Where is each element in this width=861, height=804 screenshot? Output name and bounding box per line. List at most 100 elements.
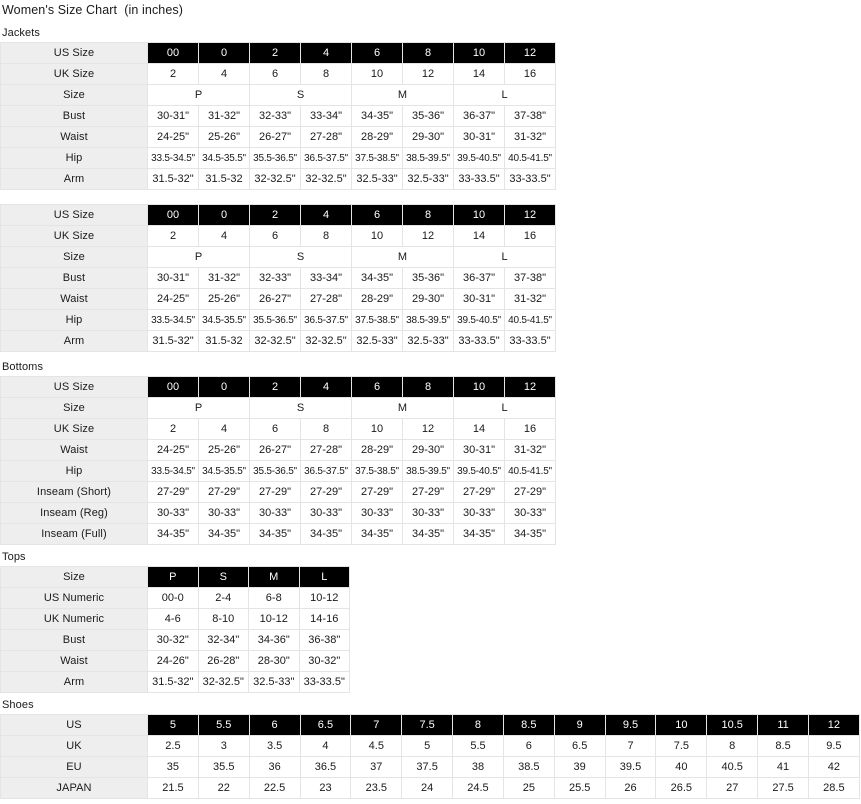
- row-label: Inseam (Full): [0, 523, 148, 545]
- measurement-cell: 21.5: [147, 777, 199, 799]
- table-row: Size P S M L: [0, 84, 556, 106]
- measurement-cell: 00-0: [147, 587, 199, 609]
- measurement-cell: 32-33": [249, 105, 301, 127]
- column-header-cell: 2: [249, 42, 301, 64]
- column-header-cell: 10: [453, 42, 505, 64]
- measurement-cell: 34.5-35.5": [198, 460, 250, 482]
- measurement-cell: 8: [706, 735, 759, 757]
- measurement-cell: 30-33": [198, 502, 250, 524]
- measurement-cell: 34-35": [351, 267, 403, 289]
- measurement-cell: 26-27": [249, 439, 301, 461]
- column-header-cell: 4: [300, 42, 352, 64]
- table-jackets: US Size 00 0 2 4 6 8 10 12 UK Size 2 4 6 8 10 12 14 16 Siz…: [0, 42, 556, 190]
- column-header-cell: 4: [300, 204, 352, 226]
- measurement-cell: 34-36": [248, 629, 300, 651]
- column-header-cell: 4: [300, 376, 352, 398]
- measurement-cell: 32.5-33": [351, 330, 403, 352]
- column-header-cell: 12: [504, 42, 556, 64]
- size-group-cell: S: [249, 84, 352, 106]
- table-row: Size P S M L: [0, 246, 556, 268]
- measurement-cell: 38.5-39.5": [402, 460, 454, 482]
- measurement-cell: 35.5: [197, 756, 250, 778]
- table-body-shoes: US 5 5.5 6 6.5 7 7.5 8 8.5 9 9.5 10 10.5 11 12 UK 2.5 3 3.…: [0, 714, 860, 799]
- row-label: Waist: [0, 439, 148, 461]
- section-label-shoes: Shoes: [2, 699, 34, 711]
- measurement-cell: 36.5: [299, 756, 352, 778]
- table-tops: Size P S M L US Numeric 00-0 2-4 6-8 10-12 UK Nume…: [0, 566, 350, 693]
- row-label: Bust: [0, 105, 148, 127]
- measurement-cell: 7: [604, 735, 657, 757]
- column-header-cell: 12: [807, 714, 860, 736]
- measurement-cell: 8.5: [757, 735, 809, 757]
- row-label: Size: [0, 566, 148, 588]
- measurement-cell: 31.5-32": [147, 168, 199, 190]
- table-header-row: US 5 5.5 6 6.5 7 7.5 8 8.5 9 9.5 10 10.5 11 12: [0, 714, 860, 736]
- measurement-cell: 36-37": [453, 105, 505, 127]
- measurement-cell: 29-30": [402, 126, 454, 148]
- measurement-cell: 14: [453, 63, 505, 85]
- measurement-cell: 27.5: [757, 777, 809, 799]
- column-header-cell: 6.5: [299, 714, 352, 736]
- measurement-cell: 38.5-39.5": [402, 147, 454, 169]
- column-header-cell: 7: [350, 714, 403, 736]
- table-row: Arm 31.5-32" 31.5-32 32-32.5" 32-32.5" 32.5-3…: [0, 330, 556, 352]
- measurement-cell: 27-29": [198, 481, 250, 503]
- measurement-cell: 30-33": [249, 502, 301, 524]
- table-row: Inseam (Full) 34-35" 34-35" 34-35" 34-35" 34-…: [0, 523, 556, 545]
- row-label: Bust: [0, 629, 148, 651]
- measurement-cell: 28.5: [807, 777, 860, 799]
- measurement-cell: 34-35": [402, 523, 454, 545]
- measurement-cell: 6.5: [553, 735, 606, 757]
- measurement-cell: 32-32.5": [300, 330, 352, 352]
- row-label: Waist: [0, 288, 148, 310]
- measurement-cell: 36.5-37.5": [300, 309, 352, 331]
- column-header-cell: 6: [351, 42, 403, 64]
- measurement-cell: 2: [147, 418, 199, 440]
- measurement-cell: 9.5: [807, 735, 860, 757]
- row-label: Hip: [0, 147, 148, 169]
- size-group-cell: P: [147, 246, 250, 268]
- table-header-row: US Size 00 0 2 4 6 8 10 12: [0, 204, 556, 226]
- measurement-cell: 28-29": [351, 126, 403, 148]
- table-shoes: US 5 5.5 6 6.5 7 7.5 8 8.5 9 9.5 10 10.5 11 12 UK 2.5 3 3.…: [0, 714, 860, 799]
- measurement-cell: 30-32": [147, 629, 199, 651]
- column-header-cell: 00: [147, 204, 199, 226]
- row-label: UK Size: [0, 225, 148, 247]
- size-group-cell: M: [351, 397, 454, 419]
- column-header-cell: 10: [453, 204, 505, 226]
- measurement-cell: 26: [604, 777, 657, 799]
- measurement-cell: 34-35": [147, 523, 199, 545]
- size-group-cell: L: [453, 397, 556, 419]
- row-label: US Size: [0, 204, 148, 226]
- measurement-cell: 31-32": [504, 126, 556, 148]
- measurement-cell: 37-38": [504, 105, 556, 127]
- measurement-cell: 33-33.5": [298, 671, 350, 693]
- measurement-cell: 31-32": [198, 105, 250, 127]
- measurement-cell: 29-30": [402, 439, 454, 461]
- measurement-cell: 33-33.5": [504, 330, 556, 352]
- measurement-cell: 33-34": [300, 105, 352, 127]
- table-row: Inseam (Reg) 30-33" 30-33" 30-33" 30-33" 30-3…: [0, 502, 556, 524]
- measurement-cell: 40.5-41.5": [504, 309, 556, 331]
- row-label: Size: [0, 84, 148, 106]
- measurement-cell: 24.5: [452, 777, 504, 799]
- table-row: Bust 30-31" 31-32" 32-33" 33-34" 34-35" 35-36"…: [0, 105, 556, 127]
- measurement-cell: 10-12: [248, 608, 300, 630]
- column-header-cell: L: [298, 566, 350, 588]
- measurement-cell: 39.5-40.5": [453, 309, 505, 331]
- measurement-cell: 14: [453, 418, 505, 440]
- measurement-cell: 23: [299, 777, 352, 799]
- measurement-cell: 31-32": [198, 267, 250, 289]
- measurement-cell: 41: [757, 756, 809, 778]
- measurement-cell: 33-33.5": [453, 168, 505, 190]
- table-header-row: US Size 00 0 2 4 6 8 10 12: [0, 376, 556, 398]
- measurement-cell: 4: [198, 225, 250, 247]
- measurement-cell: 16: [504, 225, 556, 247]
- measurement-cell: 32-32.5": [249, 330, 301, 352]
- measurement-cell: 5.5: [452, 735, 504, 757]
- measurement-cell: 36.5-37.5": [300, 460, 352, 482]
- measurement-cell: 30-31": [453, 439, 505, 461]
- table-body-jackets: US Size 00 0 2 4 6 8 10 12 UK Size 2 4 6 8 10 12 14 16 Siz…: [0, 42, 556, 190]
- size-group-cell: M: [351, 84, 454, 106]
- measurement-cell: 30-33": [351, 502, 403, 524]
